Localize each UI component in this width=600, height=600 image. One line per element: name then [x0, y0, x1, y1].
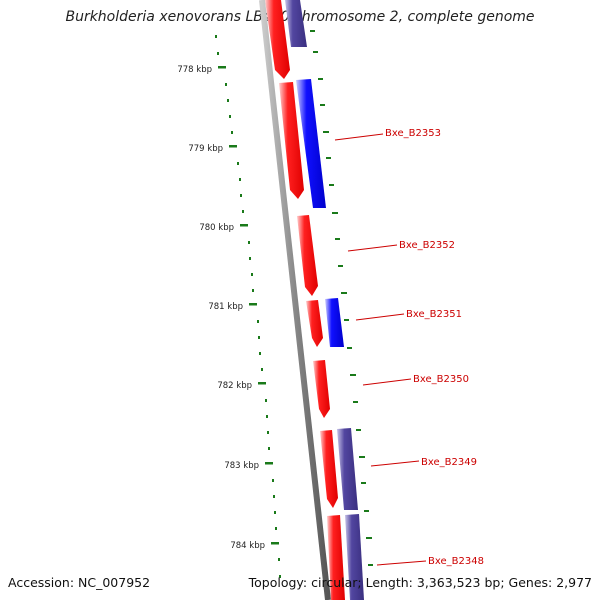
gene-track	[265, 0, 364, 600]
kbp-label: 779 kbp	[188, 144, 223, 154]
tick-782kbp	[258, 382, 266, 385]
gene-reverse[interactable]	[296, 79, 326, 208]
gene-label-bxe-b2353[interactable]: Bxe_B2353	[385, 128, 441, 139]
tick-781kbp	[249, 303, 257, 306]
gene-label-bxe-b2350[interactable]: Bxe_B2350	[413, 374, 469, 385]
genome-summary-text: Topology: circular; Length: 3,363,523 bp…	[248, 575, 592, 590]
kbp-label: 778 kbp	[177, 65, 212, 75]
tick-779kbp	[229, 145, 237, 148]
gene-forward[interactable]	[320, 430, 338, 508]
label-leaders	[334, 133, 427, 566]
backbone-ring	[259, 0, 331, 600]
kbp-label: 781 kbp	[208, 302, 243, 312]
tick-783kbp	[265, 462, 273, 465]
tick-780kbp	[240, 224, 248, 227]
gene-forward[interactable]	[265, 0, 290, 79]
ruler: 778 kbp 779 kbp 780 kbp 781 kbp 782 kbp …	[177, 35, 281, 578]
gene-label-bxe-b2352[interactable]: Bxe_B2352	[399, 240, 455, 251]
kbp-label: 782 kbp	[217, 381, 252, 391]
gene-reverse[interactable]	[345, 514, 364, 600]
kbp-label: 783 kbp	[224, 461, 259, 471]
tick-778kbp	[218, 66, 226, 69]
tick-784kbp	[271, 542, 279, 545]
gene-forward[interactable]	[297, 215, 318, 296]
ruler-major-ticks	[218, 66, 279, 545]
ruler-minor-ticks	[215, 35, 281, 578]
outer-ring-ticks	[310, 30, 373, 566]
gene-forward[interactable]	[313, 360, 330, 418]
gene-reverse[interactable]	[325, 298, 344, 347]
gene-forward[interactable]	[279, 82, 304, 199]
kbp-label: 784 kbp	[230, 541, 265, 551]
gene-label-bxe-b2351[interactable]: Bxe_B2351	[406, 309, 462, 320]
gene-reverse[interactable]	[285, 0, 307, 47]
kbp-label: 780 kbp	[199, 223, 234, 233]
gene-label-bxe-b2349[interactable]: Bxe_B2349	[421, 457, 477, 468]
gene-forward[interactable]	[306, 300, 323, 347]
accession-text: Accession: NC_007952	[8, 575, 151, 590]
gene-label-bxe-b2348[interactable]: Bxe_B2348	[428, 556, 484, 567]
gene-forward[interactable]	[327, 515, 345, 600]
gene-reverse[interactable]	[337, 428, 358, 510]
